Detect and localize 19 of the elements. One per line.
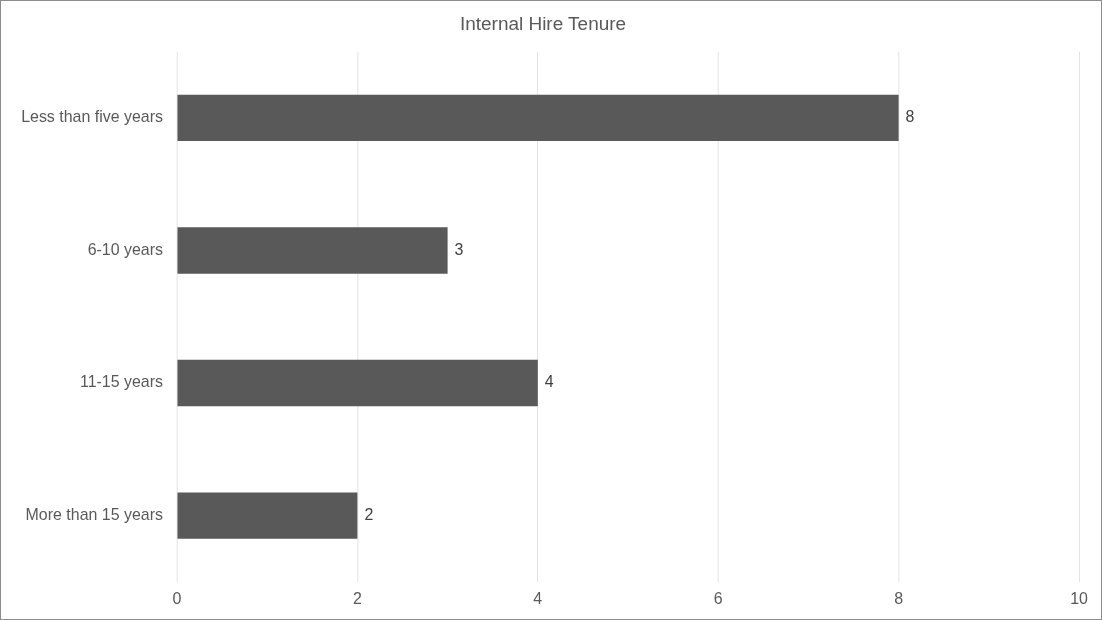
x-tick-label: 6 — [713, 589, 723, 607]
x-tick-label: 0 — [172, 589, 182, 607]
y-tick-label: Less than five years — [21, 108, 164, 126]
data-label: 3 — [454, 240, 464, 258]
x-tick-label: 8 — [894, 589, 904, 607]
chart-title: Internal Hire Tenure — [459, 12, 627, 34]
x-tick-label: 2 — [352, 589, 362, 607]
data-label: 4 — [544, 373, 554, 391]
y-tick-label: 11-15 years — [79, 373, 164, 391]
x-tick-label: 4 — [533, 589, 543, 607]
x-tick-label: 10 — [1070, 589, 1089, 607]
data-label: 2 — [364, 506, 374, 524]
data-label: 8 — [905, 108, 915, 126]
bar — [177, 359, 538, 407]
y-tick-label: More than 15 years — [25, 506, 164, 524]
bar — [177, 227, 448, 274]
bar — [177, 94, 899, 142]
bar — [177, 492, 358, 539]
y-tick-label: 6-10 years — [87, 240, 164, 258]
